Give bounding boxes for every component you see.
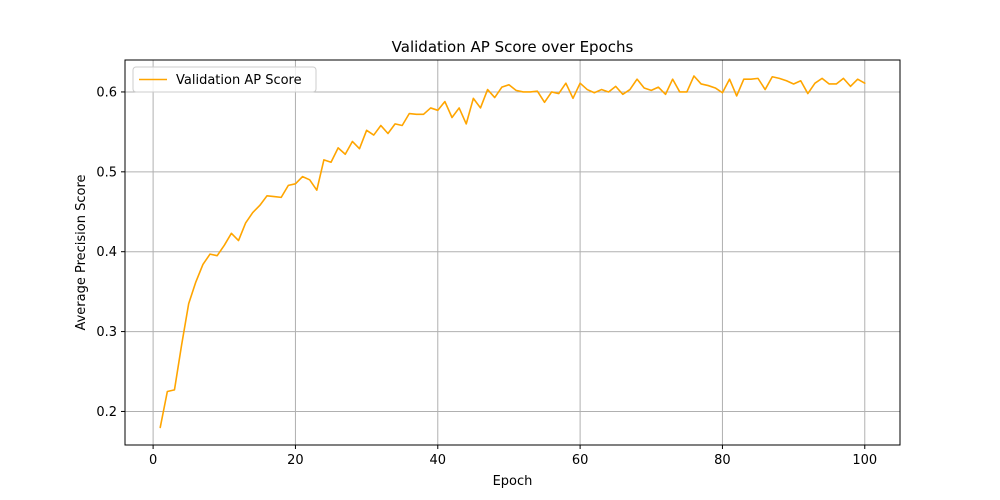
y-tick-label: 0.2 — [96, 405, 117, 420]
x-tick-label: 100 — [852, 453, 877, 468]
series-lines — [159, 75, 866, 429]
x-tick-label: 20 — [287, 453, 304, 468]
plot-area-frame — [124, 59, 901, 446]
legend-box — [132, 66, 317, 93]
axis-ticks: 0 20 40 60 80 100 0.2 0.3 0.4 0.5 0.6 — [96, 85, 877, 468]
x-axis-label: Epoch — [493, 474, 533, 489]
y-tick-label: 0.4 — [96, 245, 117, 260]
grid-lines — [125, 60, 900, 445]
chart-title: Validation AP Score over Epochs — [392, 38, 634, 56]
x-tick-label: 0 — [149, 453, 157, 468]
series-line-validation-ap-score — [159, 75, 866, 429]
x-tick-label: 60 — [572, 453, 589, 468]
legend: Validation AP Score — [132, 66, 317, 93]
legend-label: Validation AP Score — [176, 73, 302, 88]
y-tick-label: 0.5 — [96, 165, 117, 180]
y-tick-label: 0.6 — [96, 85, 117, 100]
x-tick-label: 80 — [714, 453, 731, 468]
y-axis-label: Average Precision Score — [74, 174, 89, 330]
y-tick-label: 0.3 — [96, 325, 117, 340]
x-tick-label: 40 — [430, 453, 447, 468]
